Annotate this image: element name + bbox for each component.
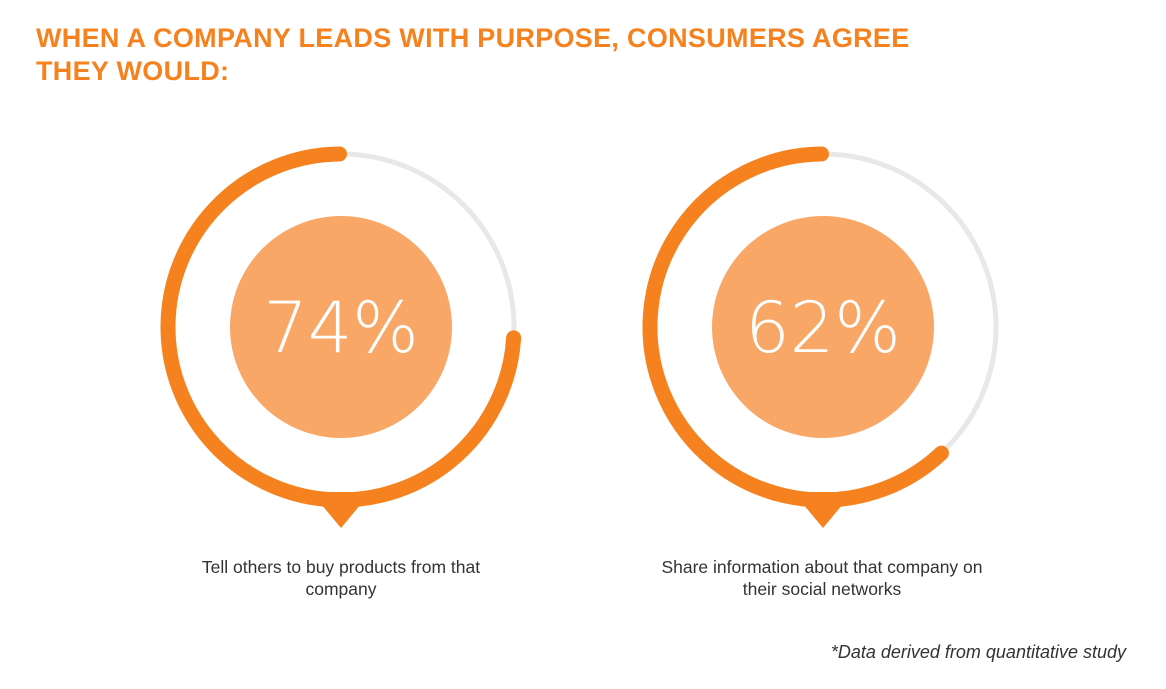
- gauge-tell-others: 74%: [160, 146, 522, 528]
- gauge-value-label: 62%: [745, 287, 901, 369]
- gauge-inner-circle: [230, 216, 452, 438]
- gauge-description-tell-others: Tell others to buy products from that co…: [201, 557, 481, 599]
- gauge-value-label: 74%: [263, 287, 419, 369]
- gauge-inner-circle: [712, 216, 934, 438]
- gauge-arc-value: [642, 146, 949, 508]
- gauge-pointer: [793, 492, 853, 528]
- gauge-arc-value: [160, 146, 522, 508]
- gauge-description-share-info: Share information about that company on …: [661, 557, 983, 599]
- page-title: WHEN A COMPANY LEADS WITH PURPOSE, CONSU…: [36, 23, 910, 86]
- gauge-pointer: [311, 492, 371, 528]
- gauge-share-info: 62%: [642, 146, 999, 528]
- footnote: *Data derived from quantitative study: [830, 642, 1126, 662]
